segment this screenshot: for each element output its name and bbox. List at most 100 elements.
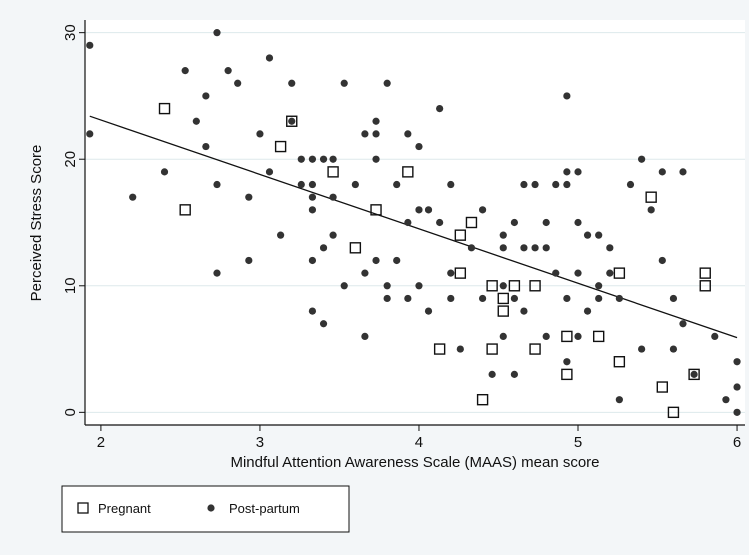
point-pregnant (370, 204, 382, 216)
point-post-partum (297, 180, 305, 189)
point-post-partum (595, 282, 603, 290)
point-pregnant (656, 381, 669, 393)
point-post-partum (393, 180, 401, 189)
y-axis-label: Perceived Stress Score (28, 145, 45, 302)
point-post-partum (160, 168, 169, 176)
point-post-partum (563, 168, 571, 176)
points-layer (86, 29, 741, 419)
point-post-partum (679, 168, 687, 176)
point-post-partum (638, 155, 646, 163)
x-axis-label: Mindful Attention Awareness Scale (MAAS)… (230, 454, 599, 471)
point-post-partum (669, 345, 678, 353)
legend-label-postpartum: Post-partum (229, 501, 300, 516)
point-pregnant (497, 292, 509, 305)
point-post-partum (510, 218, 518, 227)
point-post-partum (265, 54, 274, 62)
point-post-partum (520, 307, 528, 315)
point-post-partum (638, 345, 646, 353)
point-post-partum (711, 332, 719, 341)
point-post-partum (213, 29, 221, 37)
point-post-partum (574, 269, 582, 277)
point-post-partum (351, 180, 359, 189)
point-post-partum (340, 282, 348, 290)
point-post-partum (319, 155, 328, 163)
y-tick-label: 20 (62, 151, 79, 168)
point-post-partum (245, 256, 253, 265)
point-post-partum (308, 193, 317, 201)
point-post-partum (265, 168, 274, 176)
point-post-partum (574, 168, 582, 176)
point-post-partum (383, 79, 391, 87)
point-post-partum (277, 231, 285, 239)
point-post-partum (606, 269, 614, 277)
point-post-partum (372, 117, 380, 125)
point-post-partum (488, 370, 496, 378)
point-pregnant (158, 102, 171, 115)
point-post-partum (499, 231, 507, 239)
point-post-partum (424, 307, 433, 315)
point-post-partum (436, 218, 444, 227)
point-post-partum (447, 180, 455, 189)
point-post-partum (658, 256, 666, 265)
point-post-partum (499, 332, 507, 341)
point-pregnant (497, 305, 509, 317)
point-post-partum (319, 244, 328, 252)
point-pregnant (667, 406, 680, 419)
point-post-partum (733, 358, 741, 366)
point-post-partum (224, 67, 232, 75)
point-pregnant (274, 140, 287, 153)
point-pregnant (613, 356, 626, 368)
point-post-partum (595, 294, 603, 303)
point-post-partum (456, 345, 464, 353)
point-post-partum (552, 269, 560, 277)
point-post-partum (478, 206, 487, 214)
point-pregnant (529, 343, 541, 355)
point-pregnant (486, 280, 498, 292)
y-tick-label: 0 (62, 408, 79, 416)
point-pregnant (508, 280, 521, 292)
point-post-partum (361, 130, 369, 138)
point-post-partum (213, 180, 221, 189)
x-tick-label: 6 (733, 434, 741, 451)
point-post-partum (86, 130, 94, 138)
point-post-partum (213, 269, 221, 277)
point-post-partum (647, 206, 655, 214)
point-post-partum (542, 244, 550, 252)
point-post-partum (436, 104, 444, 113)
point-pregnant (433, 343, 446, 355)
point-post-partum (329, 193, 337, 201)
point-pregnant (286, 115, 298, 127)
point-post-partum (574, 332, 582, 341)
point-post-partum (372, 256, 380, 265)
point-post-partum (415, 142, 423, 151)
point-post-partum (563, 180, 571, 189)
point-post-partum (722, 396, 730, 404)
point-post-partum (499, 244, 507, 252)
legend-label-pregnant: Pregnant (98, 501, 151, 516)
point-post-partum (192, 117, 200, 125)
point-post-partum (542, 332, 550, 341)
point-pregnant (486, 343, 498, 355)
point-post-partum (308, 256, 317, 265)
point-post-partum (297, 155, 305, 163)
point-post-partum (288, 79, 296, 87)
point-post-partum (415, 206, 423, 214)
point-post-partum (256, 130, 264, 138)
point-post-partum (404, 294, 412, 303)
point-post-partum (340, 79, 348, 87)
point-post-partum (181, 67, 189, 75)
point-post-partum (329, 155, 337, 163)
axes-layer: 0 10 20 30 2 3 4 5 6 (62, 20, 745, 451)
point-post-partum (679, 320, 687, 328)
point-post-partum (499, 282, 507, 290)
point-pregnant (699, 267, 711, 279)
point-post-partum (424, 206, 433, 214)
point-pregnant (613, 267, 626, 279)
legend: Pregnant Post-partum (61, 485, 350, 533)
point-post-partum (308, 206, 317, 214)
point-post-partum (531, 180, 539, 189)
point-post-partum (467, 244, 476, 252)
point-pregnant (529, 280, 541, 292)
